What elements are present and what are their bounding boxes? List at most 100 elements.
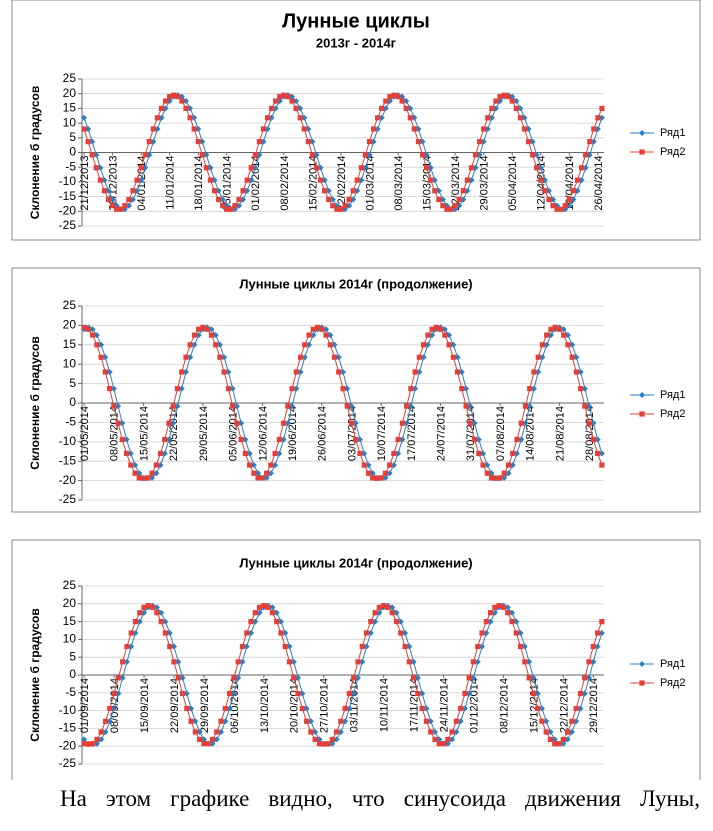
- y-tick-label: 0: [69, 667, 76, 681]
- point: [208, 326, 215, 333]
- point: [586, 420, 592, 426]
- point: [453, 718, 459, 724]
- point: [586, 674, 593, 681]
- point: [272, 450, 278, 457]
- point: [452, 203, 458, 209]
- point: [243, 643, 250, 650]
- point: [166, 420, 172, 426]
- point: [132, 470, 138, 476]
- point: [538, 705, 545, 712]
- point: [530, 152, 536, 158]
- point: [475, 643, 481, 650]
- point: [153, 462, 159, 468]
- point: [316, 736, 323, 743]
- point: [477, 139, 483, 145]
- y-tick-label: -5: [65, 685, 76, 699]
- point: [199, 152, 205, 158]
- point: [509, 619, 515, 625]
- point: [183, 690, 190, 697]
- point: [244, 630, 250, 636]
- point: [81, 126, 87, 132]
- x-tick-label: 22/02/2014: [336, 156, 348, 211]
- point: [276, 450, 283, 457]
- point: [247, 462, 253, 468]
- point: [440, 741, 447, 747]
- point: [574, 177, 581, 183]
- point: [391, 92, 397, 98]
- point: [221, 354, 228, 361]
- point: [255, 470, 262, 477]
- point: [293, 105, 299, 111]
- point: [440, 203, 446, 209]
- point: [235, 674, 242, 681]
- point: [128, 462, 134, 468]
- point: [389, 610, 395, 616]
- point: [188, 705, 195, 712]
- point: [216, 341, 223, 348]
- point: [239, 658, 246, 665]
- point: [120, 659, 126, 665]
- point: [297, 368, 304, 375]
- y-tick-label: 15: [63, 614, 77, 628]
- point: [282, 629, 289, 636]
- point: [191, 341, 198, 348]
- point: [363, 630, 370, 636]
- point: [446, 332, 453, 339]
- point: [599, 105, 605, 111]
- point: [305, 139, 311, 145]
- point: [525, 139, 532, 145]
- point: [386, 470, 393, 477]
- point: [348, 403, 355, 410]
- point: [119, 674, 126, 681]
- point: [560, 740, 567, 747]
- point: [505, 462, 512, 468]
- point: [329, 736, 335, 743]
- point: [505, 470, 512, 477]
- point: [527, 386, 533, 392]
- point: [535, 354, 541, 360]
- y-tick-label: -15: [59, 453, 77, 467]
- point: [402, 629, 409, 636]
- chart-frame: [11, 539, 701, 780]
- point: [356, 436, 363, 443]
- point: [544, 332, 550, 338]
- point: [153, 604, 160, 611]
- point: [174, 403, 181, 410]
- point: [93, 332, 100, 339]
- point: [450, 341, 457, 348]
- point: [362, 152, 369, 158]
- point: [387, 94, 393, 100]
- point: [336, 369, 342, 375]
- point: [200, 736, 207, 743]
- chart-subtitle: 2013г - 2014г: [316, 35, 397, 50]
- point: [255, 475, 261, 481]
- point: [464, 177, 470, 183]
- point: [389, 604, 396, 611]
- point: [552, 324, 558, 330]
- point: [590, 420, 597, 427]
- point: [265, 604, 271, 610]
- point: [141, 609, 148, 616]
- point: [449, 736, 456, 743]
- point: [289, 98, 295, 104]
- point: [431, 728, 438, 735]
- point: [166, 629, 173, 636]
- point: [90, 741, 96, 747]
- x-tick-label: 15/05/2014: [138, 406, 150, 461]
- point: [448, 206, 454, 212]
- point: [522, 659, 528, 665]
- point: [353, 436, 359, 443]
- point: [470, 674, 477, 681]
- point: [372, 610, 378, 616]
- point: [408, 386, 414, 392]
- point: [379, 105, 385, 111]
- point: [598, 450, 605, 457]
- point: [327, 342, 333, 348]
- point: [354, 674, 361, 681]
- point: [301, 354, 308, 361]
- point: [501, 92, 507, 98]
- point: [556, 326, 563, 332]
- point: [327, 332, 334, 339]
- point: [556, 741, 562, 747]
- point: [123, 436, 130, 443]
